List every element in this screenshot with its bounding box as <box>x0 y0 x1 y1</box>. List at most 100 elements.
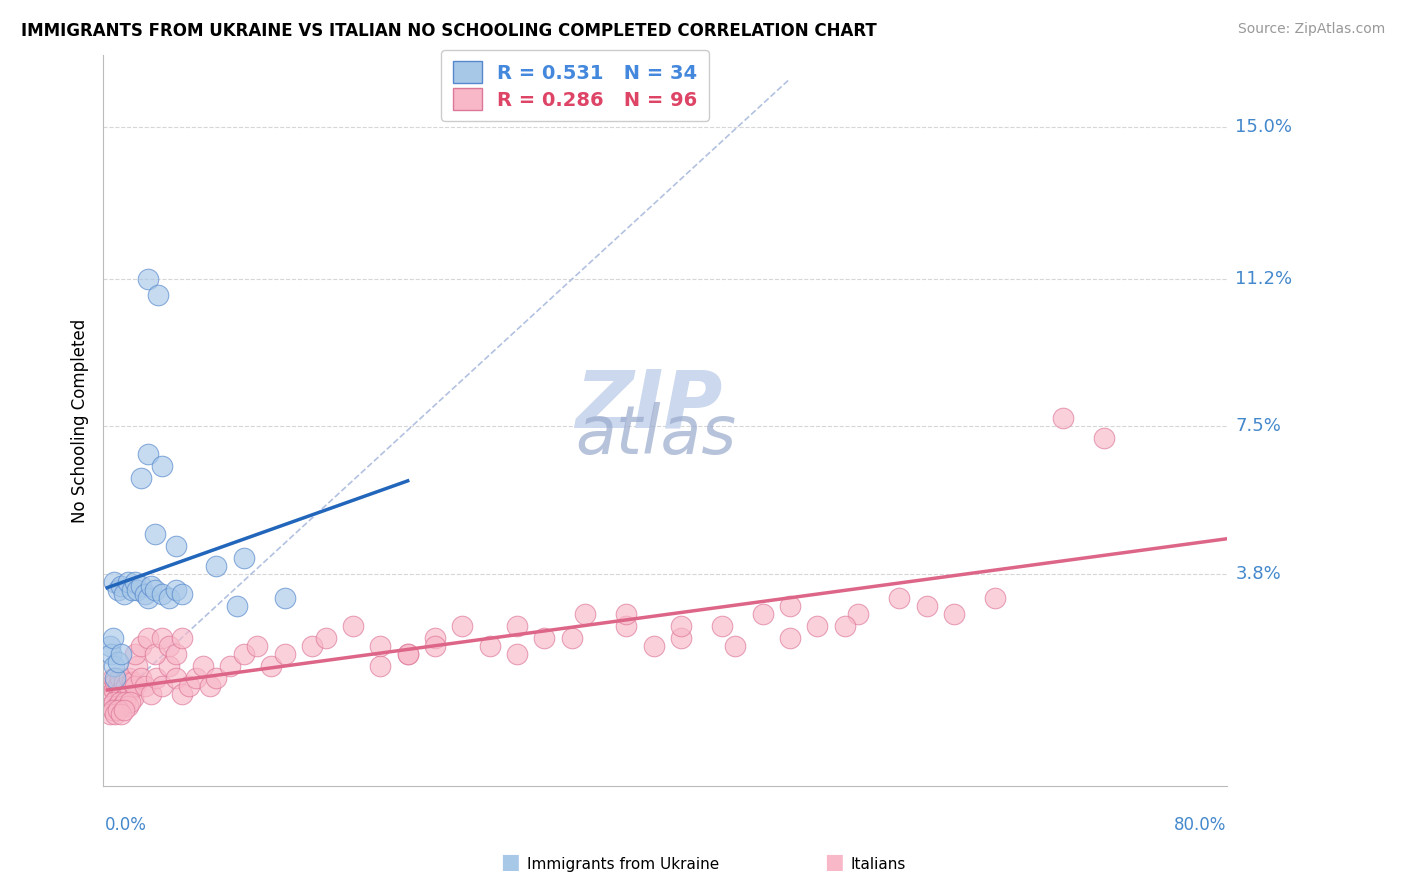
Point <box>98 640 121 654</box>
Point <box>134 679 156 693</box>
Point <box>889 591 911 606</box>
Point <box>157 659 180 673</box>
Point <box>165 540 187 554</box>
Point <box>157 591 180 606</box>
Text: atlas: atlas <box>575 402 737 468</box>
Point <box>117 687 139 701</box>
Point <box>150 459 173 474</box>
Point <box>150 632 173 646</box>
Y-axis label: No Schooling Completed: No Schooling Completed <box>72 318 89 523</box>
Point <box>108 671 131 685</box>
Point <box>232 648 254 662</box>
Point <box>205 559 228 574</box>
Point <box>101 632 124 646</box>
Point <box>127 583 149 598</box>
Legend: R = 0.531   N = 34, R = 0.286   N = 96: R = 0.531 N = 34, R = 0.286 N = 96 <box>441 50 710 121</box>
Text: ■: ■ <box>824 853 844 872</box>
Point <box>533 632 555 646</box>
Point <box>124 679 146 693</box>
Text: ZIP: ZIP <box>575 367 723 445</box>
Point <box>614 607 637 622</box>
Point <box>100 687 122 701</box>
Point <box>103 695 125 709</box>
Point <box>127 659 149 673</box>
Point <box>165 671 187 685</box>
Point <box>370 640 392 654</box>
Point <box>506 619 529 633</box>
Point <box>179 679 201 693</box>
Text: Italians: Italians <box>851 857 905 872</box>
Point <box>134 587 156 601</box>
Point <box>107 679 129 693</box>
Point <box>110 648 132 662</box>
Point <box>136 632 159 646</box>
Point <box>315 632 337 646</box>
Point <box>669 619 692 633</box>
Point <box>724 640 747 654</box>
Point <box>274 648 297 662</box>
Point <box>165 583 187 598</box>
Point <box>834 619 856 633</box>
Point <box>139 687 162 701</box>
Point <box>136 271 159 285</box>
Point <box>100 699 122 714</box>
Point <box>103 683 125 698</box>
Point <box>943 607 966 622</box>
Point <box>172 687 194 701</box>
Point <box>752 607 775 622</box>
Point <box>112 675 135 690</box>
Point <box>110 707 132 722</box>
Point <box>101 671 124 685</box>
Point <box>301 640 323 654</box>
Text: 3.8%: 3.8% <box>1236 566 1281 583</box>
Point <box>710 619 733 633</box>
Point <box>669 632 692 646</box>
Point <box>103 659 125 673</box>
Point <box>143 583 166 598</box>
Point <box>136 447 159 461</box>
Point <box>143 648 166 662</box>
Point <box>131 671 153 685</box>
Point <box>198 679 221 693</box>
Point <box>98 679 121 693</box>
Point <box>136 591 159 606</box>
Point <box>115 679 138 693</box>
Point <box>107 583 129 598</box>
Point <box>423 632 446 646</box>
Text: Immigrants from Ukraine: Immigrants from Ukraine <box>527 857 720 872</box>
Point <box>100 648 122 662</box>
Point <box>111 683 134 698</box>
Point <box>118 671 141 685</box>
Point <box>423 640 446 654</box>
Text: ■: ■ <box>501 853 520 872</box>
Point <box>105 699 128 714</box>
Point <box>165 648 187 662</box>
Point <box>104 671 127 685</box>
Point <box>124 575 146 590</box>
Point <box>396 648 419 662</box>
Point <box>779 632 801 646</box>
Point <box>848 607 870 622</box>
Point <box>150 587 173 601</box>
Point <box>111 699 134 714</box>
Text: Source: ZipAtlas.com: Source: ZipAtlas.com <box>1237 22 1385 37</box>
Point <box>120 695 142 709</box>
Point <box>120 683 142 698</box>
Point <box>172 587 194 601</box>
Point <box>117 575 139 590</box>
Point <box>260 659 283 673</box>
Point <box>157 640 180 654</box>
Point <box>342 619 364 633</box>
Point <box>143 527 166 541</box>
Point <box>110 579 132 593</box>
Point <box>139 579 162 593</box>
Point <box>112 587 135 601</box>
Text: 7.5%: 7.5% <box>1236 417 1281 435</box>
Text: 11.2%: 11.2% <box>1236 269 1292 287</box>
Point <box>478 640 501 654</box>
Point <box>112 703 135 717</box>
Point <box>232 551 254 566</box>
Point <box>101 703 124 717</box>
Point <box>205 671 228 685</box>
Point <box>110 687 132 701</box>
